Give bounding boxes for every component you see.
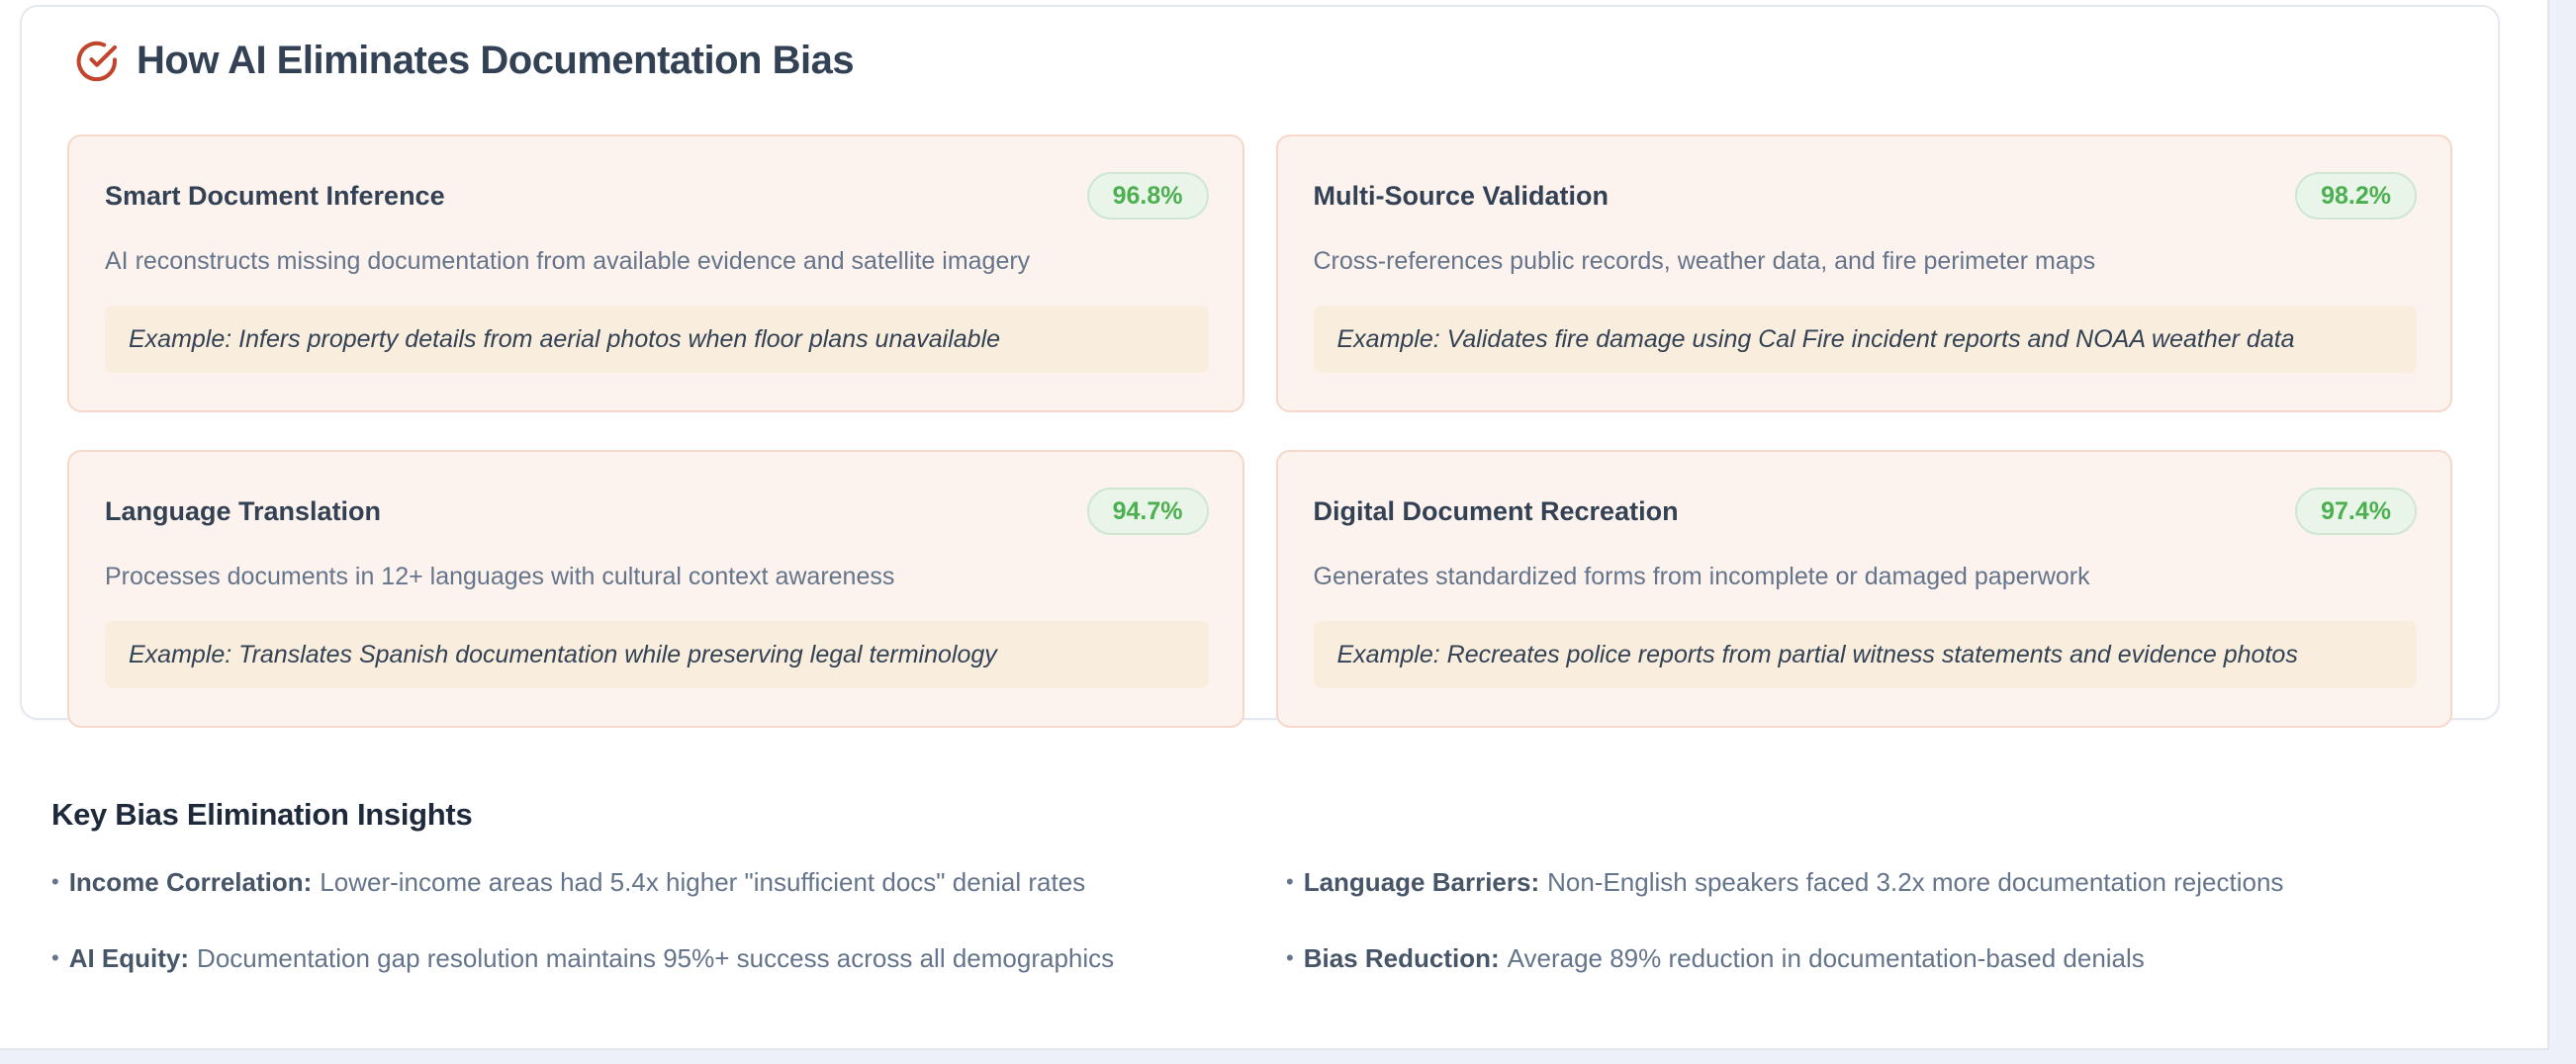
card-title-row: How AI Eliminates Documentation Bias xyxy=(67,39,2452,83)
feature-header: Language Translation 94.7% xyxy=(105,488,1209,535)
features-grid: Smart Document Inference 96.8% AI recons… xyxy=(67,134,2452,728)
feature-description: AI reconstructs missing documentation fr… xyxy=(105,247,1031,275)
insight-label: AI Equity: xyxy=(68,942,190,973)
insight-label: Income Correlation: xyxy=(68,867,313,897)
accuracy-badge: 98.2% xyxy=(2295,172,2417,220)
accuracy-badge: 96.8% xyxy=(1086,172,1209,220)
feature-card-smart-document-inference: Smart Document Inference 96.8% AI recons… xyxy=(67,134,1244,412)
feature-header: Digital Document Recreation 97.4% xyxy=(1313,488,2417,535)
insight-bias-reduction: • Bias Reduction: Average 89% reduction in… xyxy=(1286,942,2501,975)
feature-title: Language Translation xyxy=(105,495,382,526)
feature-title: Multi-Source Validation xyxy=(1313,180,1610,211)
page-title: How AI Eliminates Documentation Bias xyxy=(137,39,855,82)
feature-card-digital-document-recreation: Digital Document Recreation 97.4% Genera… xyxy=(1275,450,2452,728)
feature-header: Multi-Source Validation 98.2% xyxy=(1313,172,2417,220)
feature-header: Smart Document Inference 96.8% xyxy=(105,172,1209,220)
bullet-icon: • xyxy=(1286,944,1294,970)
check-circle-icon xyxy=(75,40,119,83)
feature-example: Example: Infers property details from ae… xyxy=(105,305,1209,373)
insight-label: Bias Reduction: xyxy=(1303,942,1500,973)
insight-ai-equity: • AI Equity: Documentation gap resolution … xyxy=(51,942,1266,975)
insight-text: Average 89% reduction in documentation-b… xyxy=(1507,942,2145,973)
accuracy-badge: 97.4% xyxy=(2295,488,2417,535)
feature-card-multi-source-validation: Multi-Source Validation 98.2% Cross-refe… xyxy=(1275,134,2452,412)
feature-title: Smart Document Inference xyxy=(105,180,445,211)
insight-language-barriers: • Language Barriers: Non-English speakers … xyxy=(1286,866,2501,899)
insight-label: Language Barriers: xyxy=(1303,867,1540,897)
insights-section: Key Bias Elimination Insights • Income Co… xyxy=(51,797,2501,974)
bullet-icon: • xyxy=(51,944,59,970)
insights-grid: • Income Correlation: Lower-income areas h… xyxy=(51,866,2501,974)
bullet-icon: • xyxy=(51,869,59,894)
feature-example: Example: Translates Spanish documentatio… xyxy=(105,620,1209,688)
feature-title: Digital Document Recreation xyxy=(1313,495,1679,526)
accuracy-badge: 94.7% xyxy=(1086,488,1209,535)
feature-description: Cross-references public records, weather… xyxy=(1313,247,2096,275)
insight-text: Non-English speakers faced 3.2x more doc… xyxy=(1547,867,2284,897)
feature-description: Generates standardized forms from incomp… xyxy=(1313,563,2090,590)
insight-text: Documentation gap resolution maintains 9… xyxy=(197,942,1115,973)
content-panel: How AI Eliminates Documentation Bias Sma… xyxy=(0,0,2549,1050)
insights-heading: Key Bias Elimination Insights xyxy=(51,797,473,832)
feature-example: Example: Validates fire damage using Cal… xyxy=(1313,305,2417,373)
insight-text: Lower-income areas had 5.4x higher "insu… xyxy=(320,867,1086,897)
feature-description: Processes documents in 12+ languages wit… xyxy=(105,563,895,590)
feature-card-language-translation: Language Translation 94.7% Processes doc… xyxy=(67,450,1244,728)
feature-example: Example: Recreates police reports from p… xyxy=(1313,620,2417,688)
documentation-bias-card: How AI Eliminates Documentation Bias Sma… xyxy=(20,5,2500,728)
insight-income-correlation: • Income Correlation: Lower-income areas h… xyxy=(51,866,1266,899)
bullet-icon: • xyxy=(1286,869,1294,894)
